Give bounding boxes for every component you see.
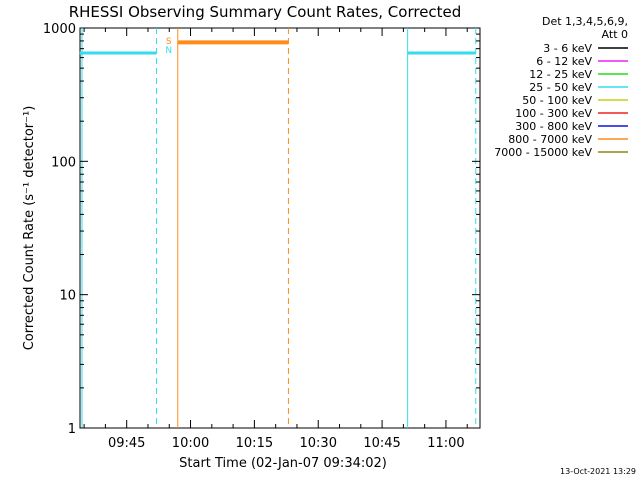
x-tick-label-5: 11:00 <box>427 436 464 451</box>
plot-frame <box>79 27 481 429</box>
x-tick-label-4: 10:45 <box>363 436 400 451</box>
y-axis-label: Corrected Count Rate (s⁻¹ detector⁻¹) <box>22 106 37 351</box>
legend-label-800-7000-kev: 800 - 7000 keV <box>508 133 592 146</box>
legend-label-300-800-kev: 300 - 800 keV <box>515 120 592 133</box>
legend-label-25-50-kev: 25 - 50 keV <box>529 81 592 94</box>
flag-labels: SN <box>165 37 172 56</box>
legend-detectors: Det 1,3,4,5,6,9, <box>542 15 628 28</box>
y-tick-label-2: 100 <box>51 155 76 170</box>
y-axis: 1 10 100 1000 <box>43 22 480 437</box>
y-tick-label-0: 1 <box>68 422 76 437</box>
flag-n: N <box>165 46 172 56</box>
x-tick-label-3: 10:30 <box>300 436 337 451</box>
y-tick-label-1: 10 <box>59 289 76 304</box>
x-tick-label-2: 10:15 <box>236 436 273 451</box>
plot-area: SN <box>79 27 481 429</box>
boundary-lines <box>81 28 477 428</box>
legend-label-50-100-kev: 50 - 100 keV <box>522 94 592 107</box>
legend-label-100-300-kev: 100 - 300 keV <box>515 107 592 120</box>
chart-title: RHESSI Observing Summary Count Rates, Co… <box>69 3 462 21</box>
legend-label-7000-15000-kev: 7000 - 15000 keV <box>494 146 592 159</box>
flag-s: S <box>166 37 172 47</box>
x-axis-label: Start Time (02-Jan-07 09:34:02) <box>179 456 387 471</box>
legend-label-12-25-kev: 12 - 25 keV <box>529 68 592 81</box>
legend-label-3-6-kev: 3 - 6 keV <box>543 42 592 55</box>
observing-bars <box>79 40 476 55</box>
x-axis: 09:45 10:00 10:15 10:30 10:45 11:00 <box>83 28 468 451</box>
footer-date: 13-Oct-2021 13:29 <box>560 467 636 476</box>
x-tick-label-0: 09:45 <box>108 436 145 451</box>
x-tick-label-1: 10:00 <box>172 436 209 451</box>
y-tick-label-3: 1000 <box>43 22 76 37</box>
legend-attenuator: Att 0 <box>602 28 628 41</box>
legend-label-6-12-kev: 6 - 12 keV <box>536 55 592 68</box>
